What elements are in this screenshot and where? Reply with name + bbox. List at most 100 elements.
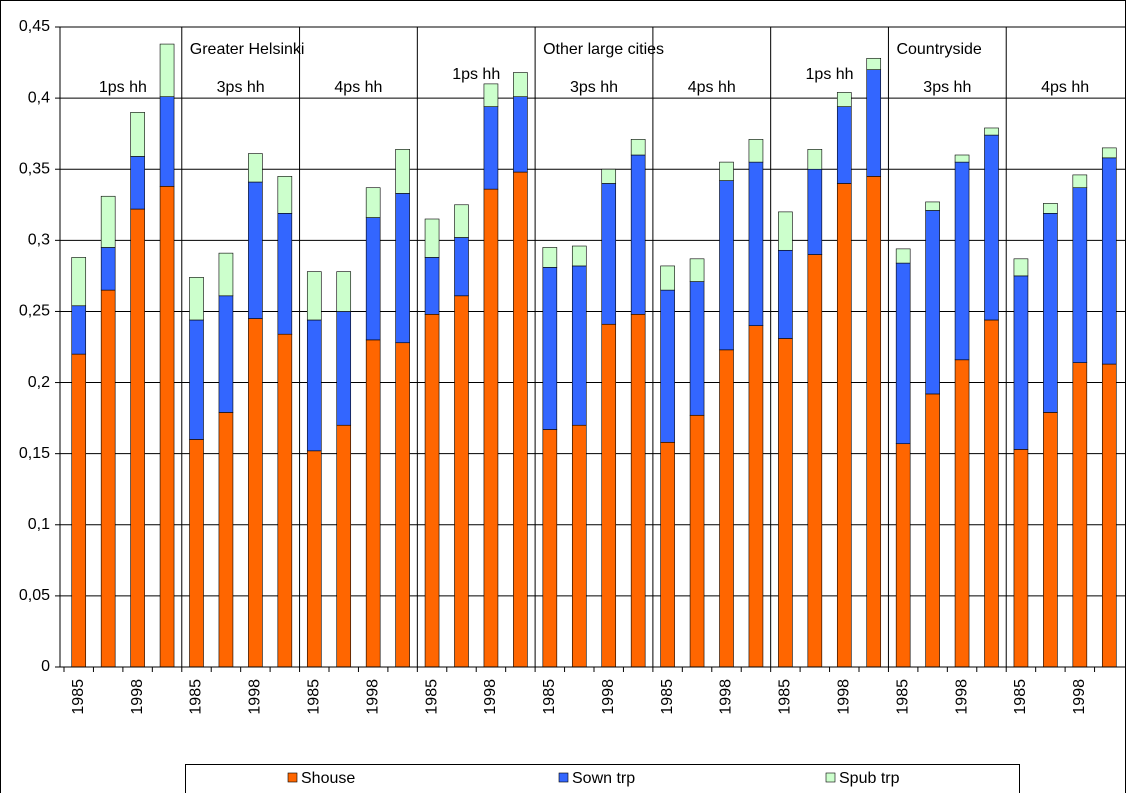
x-tick-label: 1985 xyxy=(659,679,676,715)
bar-segment xyxy=(1072,174,1088,189)
bar-segment xyxy=(483,83,499,107)
x-tick-label: 1998 xyxy=(129,679,146,715)
region-label: Other large cities xyxy=(543,41,664,58)
bar-segment xyxy=(248,318,263,668)
group-label: 3ps hh xyxy=(923,79,971,96)
bar-segment xyxy=(601,168,617,184)
bar-segment xyxy=(836,106,852,184)
bar-segment xyxy=(1013,275,1029,450)
bar-segment xyxy=(571,265,587,426)
bar-segment xyxy=(1043,213,1058,413)
bar-segment xyxy=(689,258,705,282)
bar-segment xyxy=(778,249,793,339)
bar-segment xyxy=(130,112,145,157)
y-tick-label: 0,1 xyxy=(28,516,50,533)
bar-segment xyxy=(866,176,882,668)
bar-segment xyxy=(748,139,764,163)
bar-segment xyxy=(984,319,999,668)
bar-segment xyxy=(483,188,499,668)
bar-segment xyxy=(601,323,617,668)
bar-segment xyxy=(365,339,381,668)
bar-segment xyxy=(807,149,823,170)
x-tick-label: 1985 xyxy=(70,679,87,715)
bar-segment xyxy=(130,156,145,210)
bar-segment xyxy=(306,319,322,452)
bar-segment xyxy=(277,213,293,335)
bar-segment xyxy=(1101,363,1117,668)
bar-segment xyxy=(248,153,263,183)
bar-segment xyxy=(895,262,911,445)
bar-segment xyxy=(719,180,734,351)
bar-segment xyxy=(365,187,381,218)
group-label: 1ps hh xyxy=(806,66,854,83)
region-label: Countryside xyxy=(896,41,981,58)
bar-segment xyxy=(807,168,823,255)
group-label: 1ps hh xyxy=(452,66,500,83)
group-label: 3ps hh xyxy=(217,79,265,96)
bar-segment xyxy=(925,210,940,395)
bar-segment xyxy=(571,424,587,668)
bar-segment xyxy=(159,96,175,187)
bar-segment xyxy=(71,257,87,307)
bar-segment xyxy=(954,359,970,668)
bar-segment xyxy=(542,429,558,668)
x-tick-label: 1985 xyxy=(777,679,794,715)
bar-segment xyxy=(1072,362,1088,668)
bar-segment xyxy=(1101,157,1117,365)
y-tick-label: 0,35 xyxy=(19,160,50,177)
bar-segment xyxy=(277,176,293,214)
bar-segment xyxy=(395,149,410,194)
x-tick-label: 1985 xyxy=(188,679,205,715)
bar-segment xyxy=(336,311,352,426)
bar-segment xyxy=(954,161,970,361)
bar-segment xyxy=(71,353,87,668)
bar-segment xyxy=(719,161,734,181)
bar-segment xyxy=(542,267,558,430)
x-tick-label: 1998 xyxy=(247,679,264,715)
y-tick-label: 0,45 xyxy=(19,18,50,35)
bar-segment xyxy=(748,325,764,668)
bar-segment xyxy=(189,319,204,440)
bar-segment xyxy=(542,247,558,268)
x-tick-label: 1998 xyxy=(482,679,499,715)
bar-segment xyxy=(306,450,322,668)
y-tick-label: 0 xyxy=(41,658,50,675)
bar-segment xyxy=(218,412,234,668)
bar-segment xyxy=(218,295,234,413)
group-label: 4ps hh xyxy=(334,79,382,96)
bar-segment xyxy=(984,134,999,321)
legend-label: Spub trp xyxy=(839,770,900,787)
bar-segment xyxy=(689,281,705,416)
bar-segment xyxy=(336,424,352,668)
bar-segment xyxy=(395,342,410,668)
bar-segment xyxy=(630,154,646,315)
bar-segment xyxy=(660,289,675,443)
x-tick-label: 1985 xyxy=(305,679,322,715)
bar-segment xyxy=(836,92,852,107)
legend-label: Sown trp xyxy=(572,770,635,787)
bar-segment xyxy=(395,193,410,344)
bar-segment xyxy=(836,183,852,668)
bar-segment xyxy=(719,349,734,668)
bar-segment xyxy=(895,443,911,668)
bar-segment xyxy=(189,439,204,668)
bar-segment xyxy=(1072,187,1088,363)
bar-segment xyxy=(365,217,381,341)
bar-segment xyxy=(159,185,175,668)
bar-segment xyxy=(630,313,646,668)
bar-segment xyxy=(454,237,469,297)
bar-segment xyxy=(100,289,116,668)
bar-segment xyxy=(100,247,116,291)
bar-segment xyxy=(1013,449,1029,668)
x-tick-label: 1985 xyxy=(1012,679,1029,715)
x-tick-label: 1985 xyxy=(894,679,911,715)
legend-swatch xyxy=(558,772,569,783)
bar-segment xyxy=(660,265,675,291)
y-tick-label: 0,05 xyxy=(19,587,50,604)
bar-segment xyxy=(571,245,587,267)
bar-segment xyxy=(1101,147,1117,159)
bar-segment xyxy=(71,305,87,355)
y-tick-label: 0,4 xyxy=(28,89,50,106)
bar-segment xyxy=(100,195,116,248)
